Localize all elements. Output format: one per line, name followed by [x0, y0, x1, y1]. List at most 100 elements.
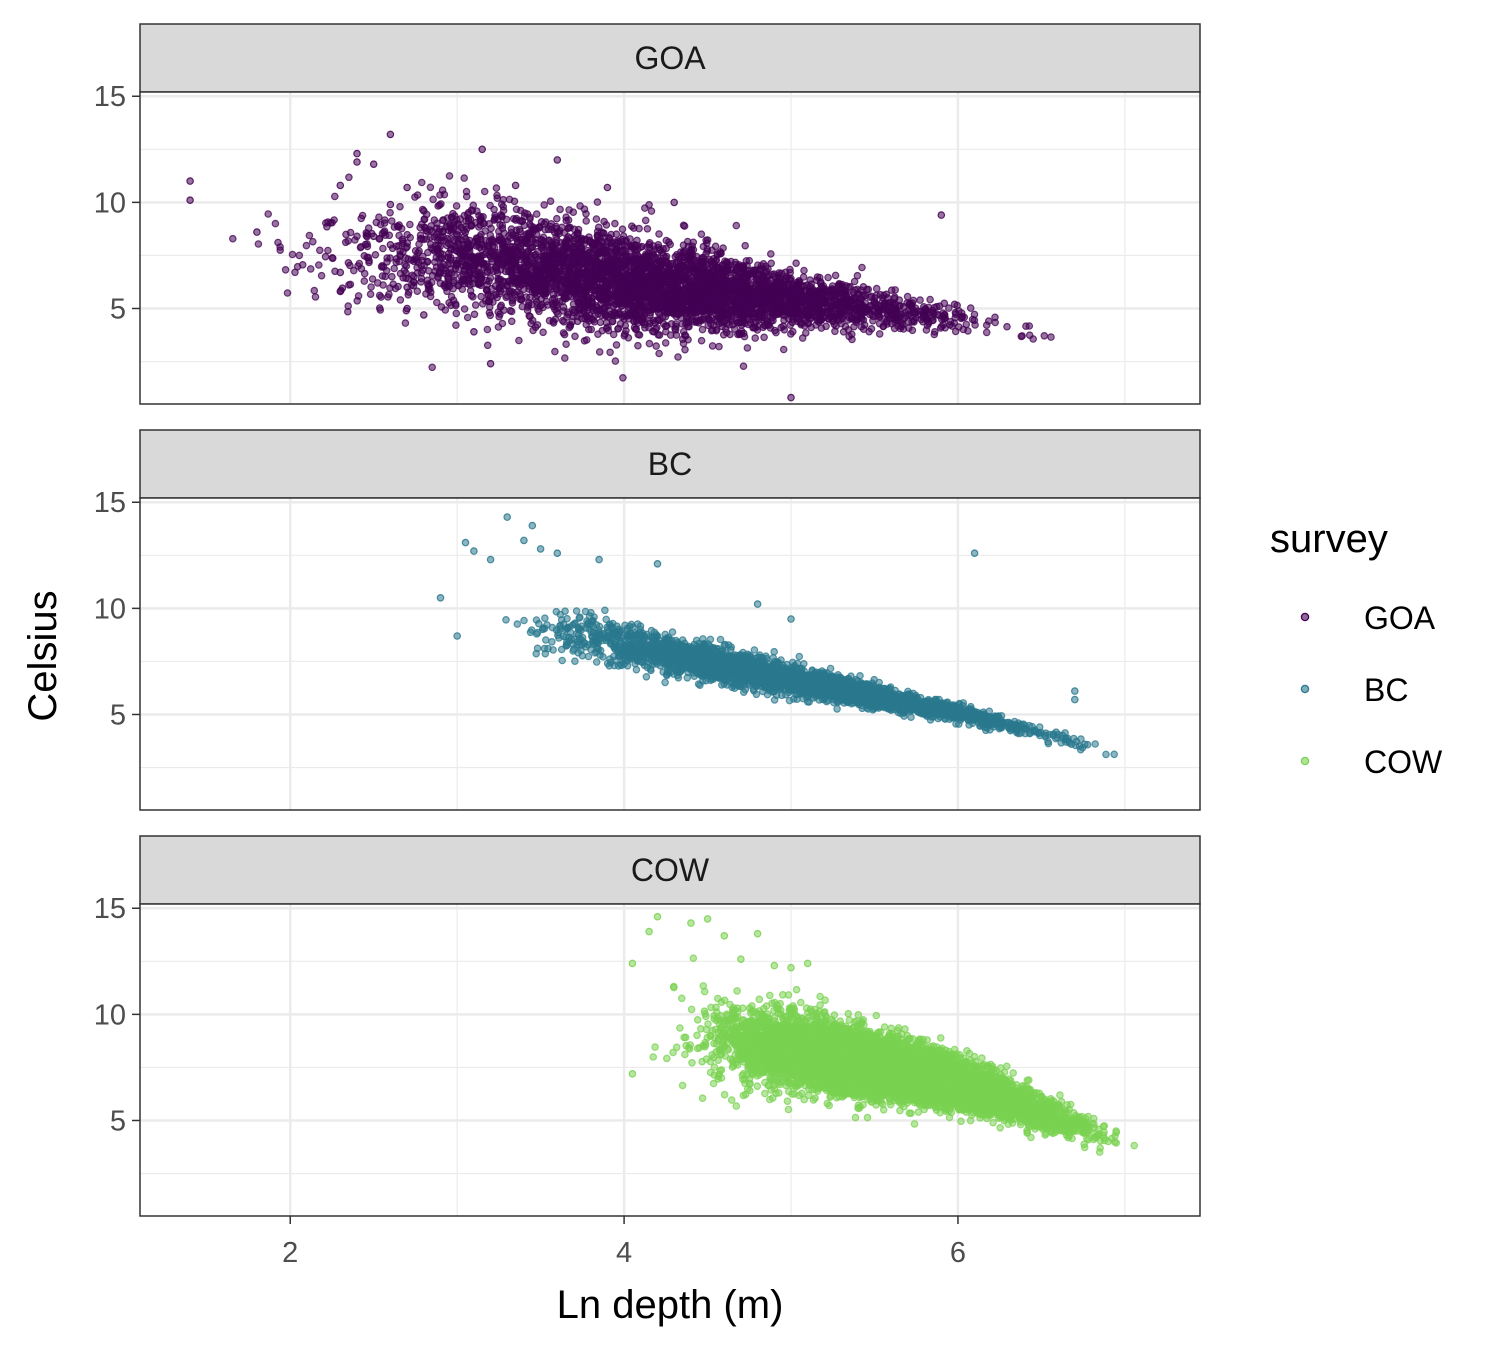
data-point: [488, 243, 497, 251]
data-point: [767, 259, 776, 268]
data-point: [966, 304, 975, 312]
data-point: [585, 311, 594, 320]
data-point: [556, 205, 564, 214]
data-point: [655, 230, 663, 238]
data-point: [458, 248, 467, 256]
data-point: [558, 297, 567, 306]
data-point: [572, 278, 581, 286]
data-point: [336, 181, 345, 190]
data-point: [378, 261, 386, 270]
data-point: [493, 194, 502, 203]
data-point: [387, 217, 396, 225]
data-point: [853, 271, 862, 280]
data-point: [565, 323, 574, 332]
data-point: [345, 173, 353, 182]
data-point: [709, 262, 718, 271]
data-point: [792, 259, 800, 268]
data-point: [473, 207, 481, 216]
data-point: [634, 330, 643, 339]
data-point: [254, 240, 263, 248]
data-point: [850, 277, 859, 286]
data-point: [305, 231, 314, 240]
data-point: [435, 201, 444, 209]
data-point: [477, 292, 485, 301]
data-point: [431, 241, 440, 250]
data-point: [494, 323, 503, 331]
gridlines: [140, 92, 1200, 404]
data-point: [739, 362, 748, 371]
data-point: [812, 297, 821, 306]
y-tick-label: 5: [110, 293, 126, 325]
data-point: [402, 274, 410, 283]
data-point: [635, 265, 644, 274]
data-point: [444, 253, 453, 262]
data-point: [283, 289, 292, 297]
data-point: [345, 281, 353, 289]
data-point: [703, 245, 712, 253]
data-point: [950, 319, 959, 327]
data-point: [876, 290, 885, 299]
data-point: [634, 301, 642, 309]
data-point: [480, 187, 489, 196]
data-point: [646, 319, 654, 328]
data-point: [807, 323, 816, 332]
data-point: [708, 342, 717, 350]
data-point: [647, 207, 656, 215]
data-point: [592, 215, 601, 223]
data-point: [516, 292, 525, 300]
data-point: [437, 233, 445, 242]
data-point: [437, 303, 446, 311]
data-point: [229, 234, 237, 243]
data-point: [349, 266, 358, 275]
data-point: [787, 393, 795, 402]
data-point: [807, 280, 816, 289]
data-point: [654, 308, 663, 317]
data-point: [704, 321, 713, 330]
data-point: [721, 260, 730, 268]
data-point: [463, 244, 472, 253]
data-point: [745, 256, 754, 265]
data-point: [573, 312, 582, 321]
data-point: [654, 316, 663, 325]
data-point: [599, 295, 608, 303]
series-bc-points: [436, 513, 1119, 759]
data-point: [723, 311, 732, 320]
data-point: [738, 264, 747, 273]
data-point: [877, 302, 885, 311]
data-point: [830, 313, 839, 321]
data-point: [864, 285, 873, 294]
data-point: [640, 204, 649, 212]
data-point: [875, 330, 884, 338]
data-point: [401, 319, 410, 327]
data-point: [940, 310, 949, 319]
data-point: [587, 299, 596, 308]
data-point: [478, 259, 487, 268]
data-point: [768, 270, 777, 279]
data-point: [507, 317, 516, 326]
data-point: [685, 286, 694, 295]
data-point: [476, 279, 485, 288]
data-point: [600, 305, 609, 313]
data-point: [344, 258, 353, 267]
data-point: [887, 286, 896, 295]
y-tick-label: 10: [94, 187, 126, 219]
data-point: [323, 223, 331, 231]
data-point: [698, 325, 707, 334]
data-point: [817, 278, 825, 287]
data-point: [657, 266, 665, 275]
data-point: [728, 283, 737, 291]
data-point: [614, 289, 623, 298]
data-point: [602, 311, 611, 320]
data-point: [1022, 322, 1030, 331]
data-point: [496, 221, 504, 229]
data-point: [585, 233, 593, 241]
data-point: [595, 348, 604, 356]
data-point: [533, 256, 542, 264]
data-point: [584, 265, 592, 273]
data-point: [679, 241, 688, 250]
data-point: [847, 315, 856, 323]
data-point: [611, 357, 620, 365]
data-point: [672, 250, 681, 259]
data-point: [344, 302, 353, 310]
data-point: [351, 236, 359, 244]
